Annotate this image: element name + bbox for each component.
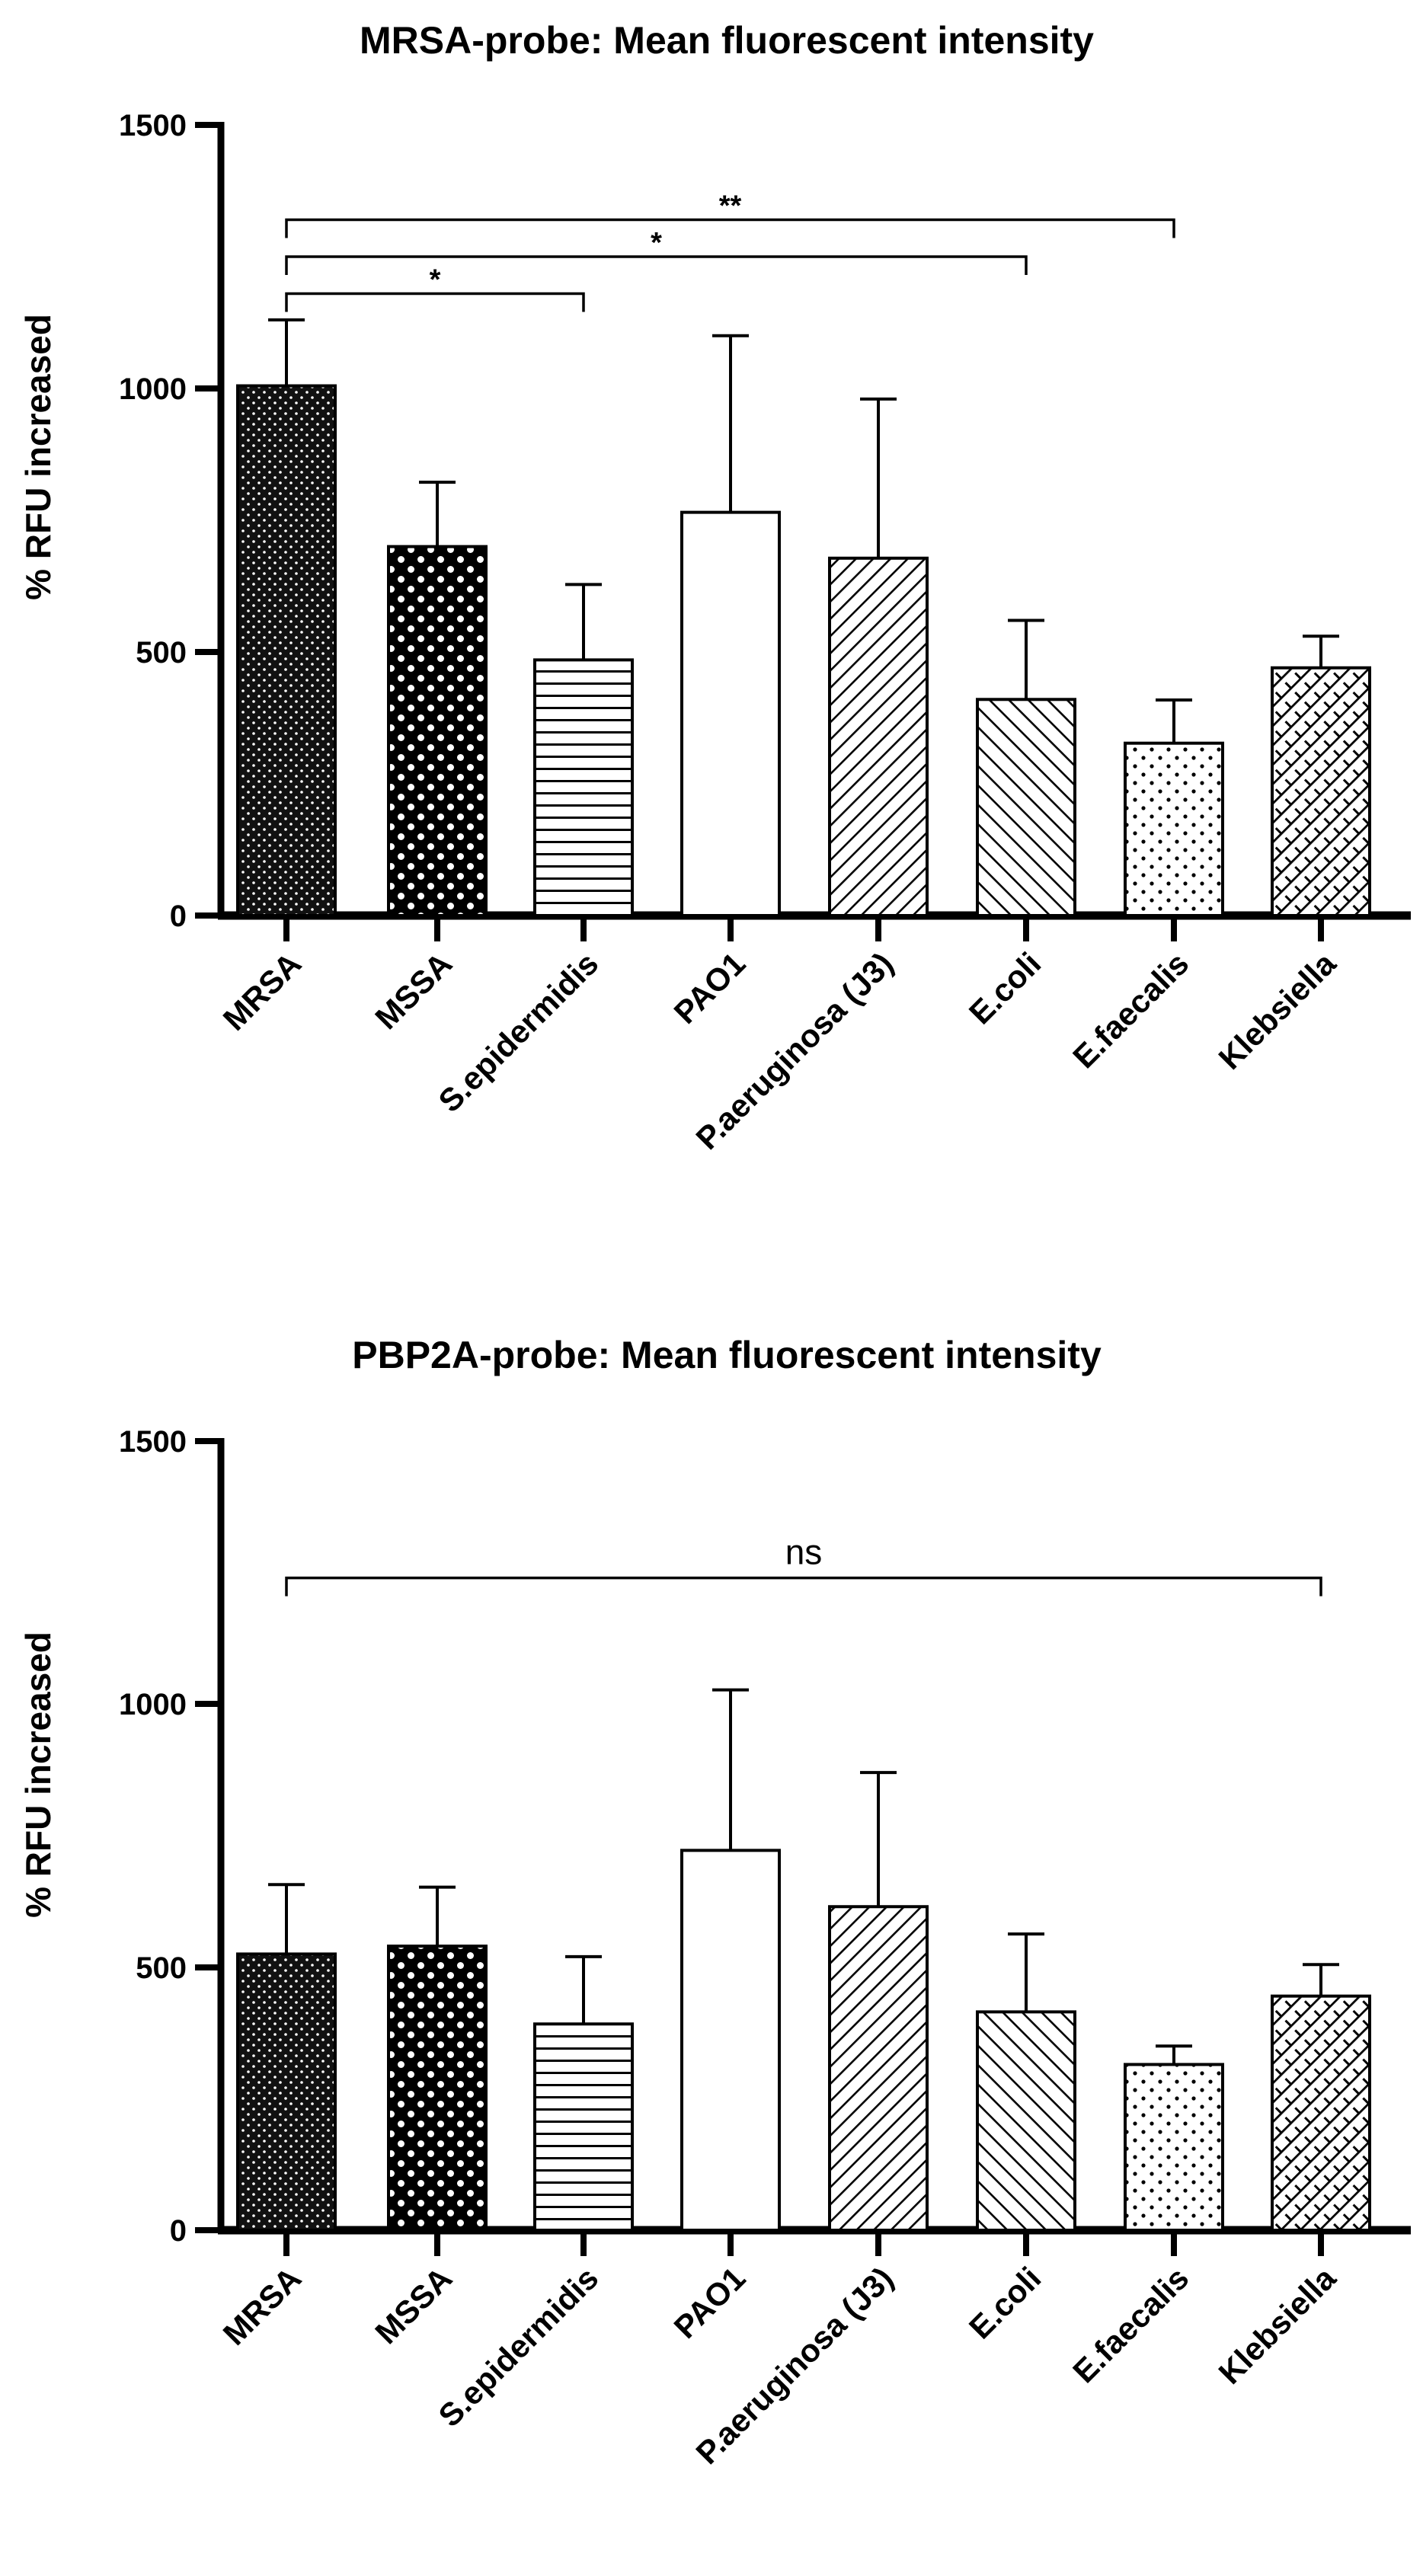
significance-label-0: ns (785, 1532, 823, 1572)
bar-p-aeruginosa-j3- (828, 556, 929, 917)
category-label: E.coli (962, 945, 1047, 1031)
y-axis: 0 500 1000 1500 (119, 109, 225, 933)
significance-bracket-1 (285, 255, 1028, 275)
category-label: E.coli (962, 2260, 1047, 2345)
significance-bracket-0 (285, 292, 585, 312)
y-tick-label: 1500 (119, 1425, 187, 1459)
bar-group (236, 384, 1371, 918)
y-tick-label: 1500 (119, 109, 187, 142)
bar-e-coli (976, 2010, 1076, 2232)
category-labels: MRSA MSSA S.epidermidis PAO1 P.aeruginos… (216, 945, 1343, 1156)
bar-e-faecalis (1124, 2063, 1224, 2232)
bar-mrsa (236, 384, 337, 918)
y-tick-label: 1000 (119, 1688, 187, 1721)
bar-mssa (387, 545, 488, 917)
error-bar-group (268, 318, 1339, 743)
x-axis (218, 911, 1411, 941)
bar-klebsiella (1271, 666, 1371, 917)
category-label: MRSA (216, 945, 309, 1037)
bar-klebsiella (1271, 1994, 1371, 2232)
significance-bracket-0 (285, 1576, 1322, 1596)
y-axis-label: % RFU increased (18, 1632, 58, 1918)
category-label: Klebsiella (1211, 2260, 1342, 2391)
y-tick-label: 0 (170, 2214, 187, 2248)
y-tick-label: 0 (170, 900, 187, 933)
category-label: MSSA (368, 2260, 459, 2351)
bar-s-epidermidis (533, 658, 634, 917)
bar-pao1 (680, 1849, 781, 2232)
chart-title: PBP2A-probe: Mean fluorescent intensity (352, 1334, 1102, 1376)
category-label: MSSA (368, 945, 459, 1036)
significance-label-1: * (651, 227, 662, 259)
significance-bracket-2 (285, 218, 1175, 238)
significance-label-0: * (430, 264, 441, 296)
y-tick-label: 500 (136, 1951, 187, 1985)
bar-mrsa (236, 1952, 337, 2232)
chart-panel-mrsa-probe: MRSA-probe: Mean fluorescent intensity %… (18, 19, 1411, 1156)
y-axis-label: % RFU increased (18, 314, 58, 600)
significance-label-2: ** (719, 190, 742, 222)
y-tick-label: 500 (136, 636, 187, 670)
category-label: PAO1 (667, 945, 752, 1031)
category-labels: MRSA MSSA S.epidermidis PAO1 P.aeruginos… (216, 2260, 1343, 2471)
bar-s-epidermidis (533, 2022, 634, 2232)
y-tick-label: 1000 (119, 372, 187, 406)
bar-e-faecalis (1124, 741, 1224, 917)
bar-p-aeruginosa-j3- (828, 1905, 929, 2232)
significance-annotations: **** (285, 190, 1175, 312)
y-axis: 0 500 1000 1500 (119, 1425, 225, 2248)
category-label: E.faecalis (1066, 945, 1195, 1075)
category-label: Klebsiella (1211, 945, 1342, 1076)
bar-group (236, 1849, 1371, 2232)
x-axis (218, 2226, 1411, 2256)
category-label: MRSA (216, 2260, 309, 2352)
error-bar-group (268, 1688, 1339, 2065)
significance-annotations: ns (285, 1532, 1322, 1596)
chart-title: MRSA-probe: Mean fluorescent intensity (360, 19, 1094, 62)
category-label: PAO1 (667, 2260, 752, 2345)
category-label: E.faecalis (1066, 2260, 1195, 2389)
bar-pao1 (680, 510, 781, 917)
chart-panel-pbp2a-probe: PBP2A-probe: Mean fluorescent intensity … (18, 1334, 1411, 2471)
bar-e-coli (976, 698, 1076, 918)
bar-mssa (387, 1945, 488, 2232)
